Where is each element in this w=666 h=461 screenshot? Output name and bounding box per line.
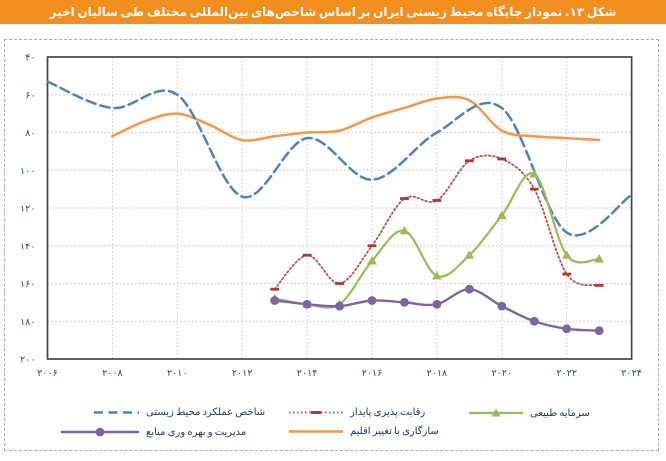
dash-marker [335, 282, 344, 285]
y-axis-tick-label: ۱۶۰ [20, 279, 35, 290]
triangle-marker [464, 250, 475, 259]
triangle-marker [399, 225, 410, 235]
x-axis-tick-label: ۲۰۲۲ [556, 368, 577, 379]
y-axis-tick-label: ۱۸۰ [20, 317, 35, 328]
circle-marker [270, 296, 280, 305]
triangle-marker [432, 271, 442, 280]
triangle-marker [496, 210, 507, 220]
plot-border [46, 56, 633, 360]
circle-marker [497, 301, 507, 311]
circle-marker [594, 326, 604, 336]
triangle-marker [594, 254, 605, 263]
x-axis-tick-label: ۲۰۱۰ [167, 368, 188, 379]
circle-marker [529, 316, 539, 326]
figure-title: شکل ۱۳. نمودار جایگاه محیط زیستی ایران ب… [49, 5, 617, 19]
triangle-marker [529, 169, 540, 178]
y-axis-tick-label: ۱۲۰ [20, 204, 35, 215]
triangle-marker [367, 256, 377, 265]
y-axis-tick-label: ۱۰۰ [20, 166, 35, 177]
circle-marker [302, 299, 312, 309]
x-axis-tick-label: ۲۰۰۸ [102, 368, 123, 379]
dash-marker [432, 199, 442, 202]
dash-marker [367, 244, 377, 248]
x-axis-tick-label: ۲۰۲۴ [621, 368, 642, 379]
y-axis-tick-label: ۲۰۰ [20, 355, 35, 366]
x-axis-tick-label: ۲۰۱۸ [427, 368, 448, 379]
triangle-marker [561, 250, 572, 259]
dash-marker [464, 159, 474, 163]
x-axis-tick-label: ۲۰۰۶ [37, 368, 58, 379]
circle-marker [400, 297, 409, 307]
dash-marker [302, 253, 312, 257]
dash-marker [400, 197, 409, 200]
y-axis-tick-label: ۱۴۰ [20, 241, 35, 252]
x-axis-tick-label: ۲۰۱۲ [232, 368, 253, 379]
circle-marker [562, 324, 572, 334]
x-axis-tick-label: ۲۰۲۰ [491, 368, 512, 379]
chart-container [4, 39, 659, 451]
circle-marker [367, 296, 377, 305]
x-axis-tick-label: ۲۰۱۶ [362, 368, 383, 379]
dash-marker [529, 187, 539, 191]
circle-marker [464, 284, 474, 294]
circle-marker [432, 299, 442, 309]
x-axis-tick-label: ۲۰۱۴ [297, 368, 318, 379]
figure-title-bar: شکل ۱۳. نمودار جایگاه محیط زیستی ایران ب… [0, 0, 666, 24]
y-axis-tick-label: ۸۰ [25, 128, 35, 139]
circle-marker [335, 301, 344, 311]
dash-marker [497, 157, 507, 161]
dash-marker [270, 287, 280, 291]
y-axis-tick-label: ۶۰ [25, 90, 35, 101]
y-axis-tick-label: ۴۰ [25, 53, 35, 64]
dash-marker [594, 283, 604, 287]
dash-marker [562, 272, 572, 276]
